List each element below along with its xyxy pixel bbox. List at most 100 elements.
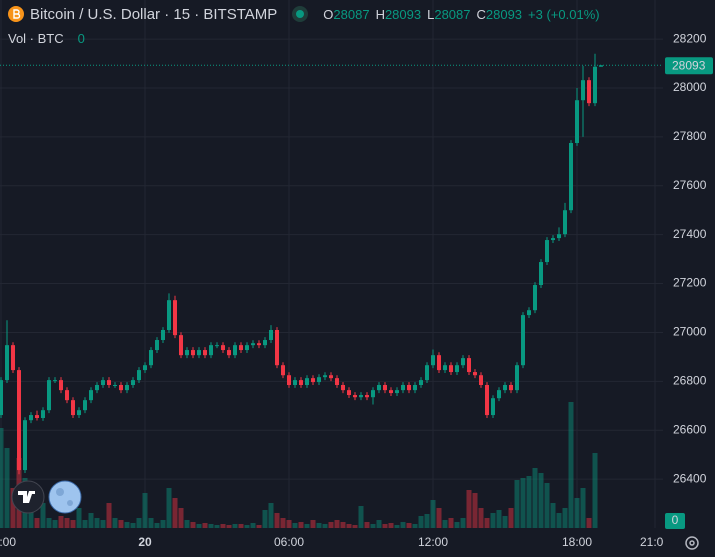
candle-body	[5, 345, 9, 381]
volume-bar	[94, 518, 100, 528]
logo-glyph	[18, 491, 35, 503]
candle-body	[179, 335, 183, 356]
x-tick-label: 18:00	[0, 535, 16, 549]
volume-bar	[586, 518, 592, 528]
candle-body	[269, 330, 273, 341]
candle-body	[503, 385, 507, 391]
candle-body	[521, 315, 525, 366]
volume-bar	[304, 524, 310, 528]
y-tick-label: 27200	[673, 276, 707, 290]
btc-glyph	[13, 9, 21, 19]
x-tick-label: 21:00	[640, 535, 670, 549]
volume-bar	[448, 518, 454, 528]
candle-body	[197, 350, 201, 356]
volume-bar	[526, 476, 532, 528]
volume-bar	[520, 478, 526, 528]
candle-body	[323, 375, 327, 378]
volume-bar	[82, 520, 88, 528]
volume-bar	[316, 523, 322, 528]
x-tick-label: 12:00	[418, 535, 448, 549]
candle-body	[515, 365, 519, 391]
price-axis-bg	[663, 0, 715, 557]
volume-axis-box	[665, 513, 685, 529]
settings-button[interactable]	[685, 536, 699, 550]
candle-body	[101, 380, 105, 385]
candle-body	[311, 378, 315, 383]
candle-body	[125, 385, 129, 391]
volume-bar	[460, 518, 466, 528]
volume-bar	[160, 520, 166, 528]
symbol-title[interactable]: Bitcoin / U.S. Dollar · 15 · BITSTAMP	[30, 5, 278, 23]
candle-body	[347, 390, 351, 396]
volume-bar	[340, 522, 346, 528]
tv-logo[interactable]	[11, 480, 45, 514]
candle-body	[95, 385, 99, 391]
volume-bar	[262, 510, 268, 528]
ohlc-key: O	[323, 6, 334, 22]
volume-bar	[538, 473, 544, 528]
volume-bar	[484, 518, 490, 528]
volume-bar	[556, 513, 562, 528]
candle-body	[83, 400, 87, 411]
candle-body	[35, 415, 39, 418]
candle-body	[593, 66, 597, 104]
status-dot	[296, 10, 305, 18]
volume-bar	[364, 522, 370, 528]
moon-icon[interactable]	[48, 480, 82, 514]
volume-bar	[322, 524, 328, 528]
volume-bar	[40, 503, 46, 528]
volume-bar	[256, 525, 262, 528]
candle-body	[467, 358, 471, 373]
volume-bar	[532, 468, 538, 528]
volume-bar	[190, 522, 196, 528]
price-axis: 26400 26600 26800 27000 27200 27400 27600 27800…	[663, 0, 715, 557]
volume-bar	[172, 498, 178, 528]
volume-bar	[70, 520, 76, 528]
candle-body	[281, 365, 285, 376]
candle-body	[113, 385, 117, 386]
volume-bar	[418, 516, 424, 528]
header: Bitcoin / U.S. Dollar · 15 · BITSTAMP O 2…	[8, 4, 600, 24]
candle-body	[389, 390, 393, 394]
grid-layer	[0, 0, 663, 528]
candle-body	[0, 380, 3, 416]
volume-bar	[514, 480, 520, 528]
ohlc-key: H	[375, 6, 385, 22]
volume-bar	[412, 524, 418, 528]
candle-body	[89, 390, 93, 401]
candle-body	[407, 385, 411, 391]
candle-body	[65, 390, 69, 401]
candle-body	[581, 80, 585, 101]
volume-bar	[490, 513, 496, 528]
volume-bar	[136, 518, 142, 528]
candle-body	[143, 365, 147, 371]
candle-body	[209, 345, 213, 356]
volume-bar	[0, 428, 4, 528]
candle-body	[17, 370, 21, 471]
candle-body	[107, 380, 111, 385]
candle-body	[23, 420, 27, 471]
candle-body	[245, 345, 249, 351]
ohlc-value: 28093	[485, 6, 523, 22]
volume-title: Vol · BTC	[8, 30, 64, 46]
y-tick-label: 28000	[673, 80, 707, 94]
volume-bar	[52, 520, 58, 528]
candle-body	[485, 385, 489, 416]
y-tick-label: 26400	[673, 471, 707, 485]
candle-body	[425, 365, 429, 381]
candle-body	[353, 395, 357, 398]
ohlc-key: L	[427, 6, 435, 22]
status-icon[interactable]	[291, 5, 309, 23]
candle-body	[329, 375, 333, 379]
candle-body	[413, 385, 417, 391]
volume-bar	[202, 523, 208, 528]
candle-body	[383, 385, 387, 391]
volume-bar	[238, 524, 244, 528]
candle-body	[461, 358, 465, 366]
volume-bar	[178, 508, 184, 528]
volume-bar	[544, 483, 550, 528]
y-tick-label: 27000	[673, 325, 707, 339]
candle-body	[29, 415, 33, 421]
candle-body	[569, 143, 573, 211]
moon-circle	[48, 480, 82, 514]
